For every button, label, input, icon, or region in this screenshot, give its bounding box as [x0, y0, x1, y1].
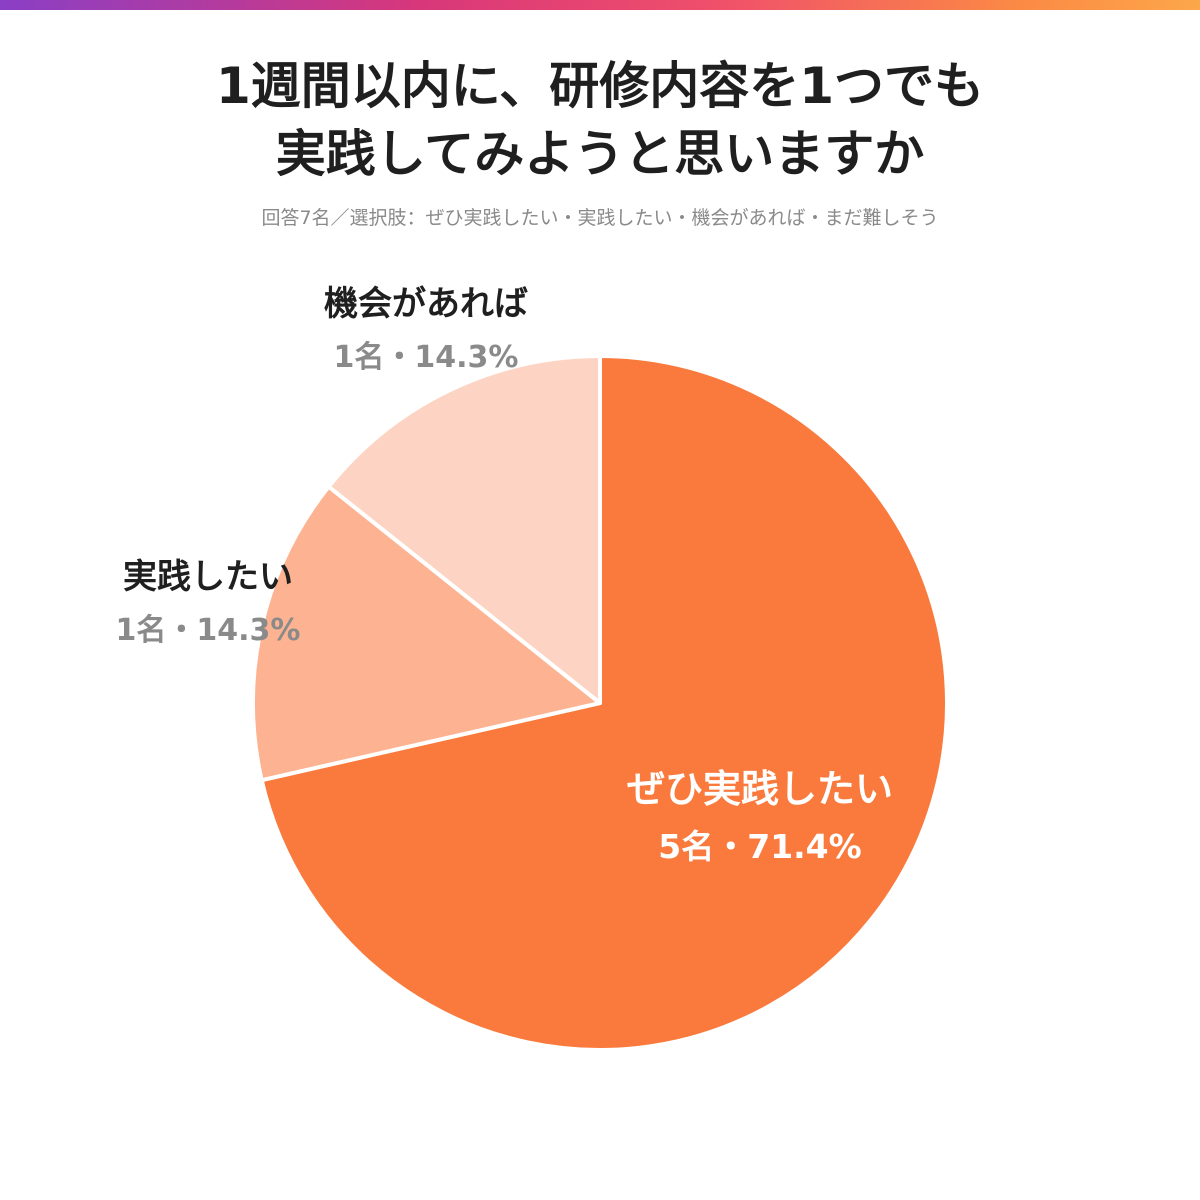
slice-value-label-2: 1名・14.3% — [116, 613, 301, 648]
top-gradient-bar — [0, 0, 1200, 10]
pie-slices — [251, 354, 949, 1052]
slice-name-label-1: ぜひ実践したい — [627, 767, 893, 811]
chart-subtitle: 回答7名／選択肢：ぜひ実践したい・実践したい・機会があれば・まだ難しそう — [261, 207, 939, 229]
chart-title: 1週間以内に、研修内容を1つでも 実践してみようと思いますか — [0, 52, 1200, 188]
pie-slice-1 — [259, 354, 949, 1052]
slice-value-label-3: 1名・14.3% — [334, 340, 519, 375]
pie-labels: ぜひ実践したい 5名・71.4% 実践したい 1名・14.3% 機会があれば 1名・14.… — [116, 284, 893, 866]
chart-title-line1: 1週間以内に、研修内容を1つでも — [215, 57, 985, 115]
slice-name-label-3: 機会があれば — [324, 284, 528, 324]
slice-value-label-1: 5名・71.4% — [658, 827, 861, 866]
chart-title-line2: 実践してみようと思いますか — [275, 125, 925, 183]
pie-slice-3 — [326, 354, 602, 705]
pie-slice-2 — [251, 484, 602, 783]
slice-name-label-2: 実践したい — [123, 557, 293, 597]
